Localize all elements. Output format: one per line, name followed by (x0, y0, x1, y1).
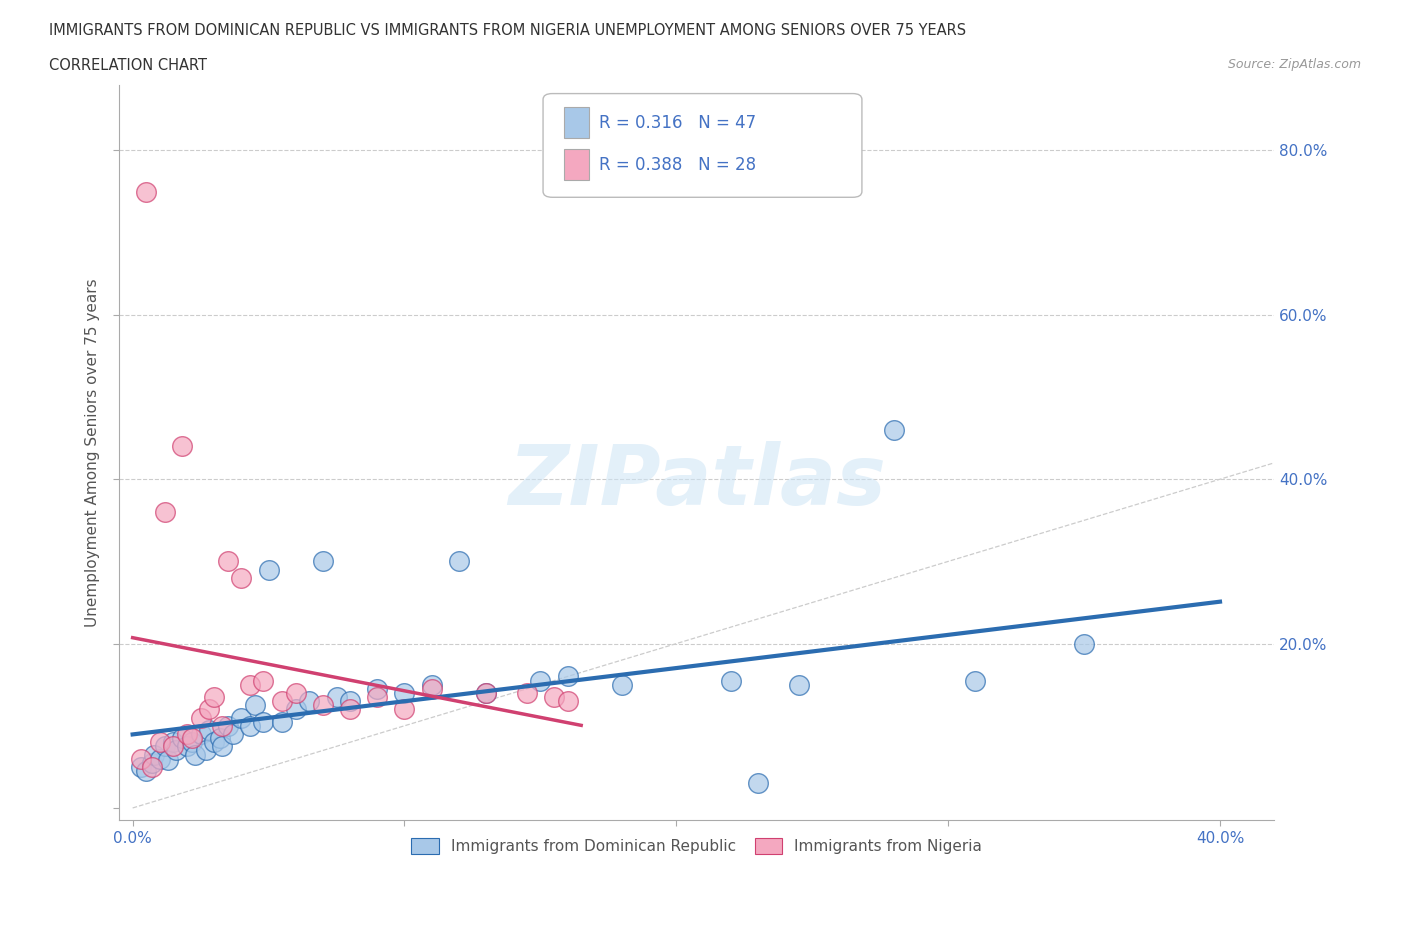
Point (271, 714, 294, 729)
Point (366, 682, 388, 697)
Text: IMMIGRANTS FROM DOMINICAN REPUBLIC VS IMMIGRANTS FROM NIGERIA UNEMPLOYMENT AMONG: IMMIGRANTS FROM DOMINICAN REPUBLIC VS IM… (49, 23, 966, 38)
Point (475, 685, 498, 700)
Point (222, 726, 245, 741)
Point (208, 731, 231, 746)
Point (529, 673, 551, 688)
Point (1073, 636, 1095, 651)
Point (394, 702, 416, 717)
Point (475, 685, 498, 700)
Point (149, 735, 172, 750)
Point (202, 689, 225, 704)
Point (271, 694, 294, 709)
Point (231, 711, 253, 725)
Point (557, 669, 579, 684)
Point (516, 685, 538, 700)
Point (366, 689, 388, 704)
Point (165, 743, 187, 758)
Point (325, 689, 347, 704)
Legend: Immigrants from Dominican Republic, Immigrants from Nigeria: Immigrants from Dominican Republic, Immi… (405, 832, 988, 860)
Point (141, 760, 163, 775)
Point (787, 677, 810, 692)
Point (217, 718, 239, 733)
Point (155, 505, 177, 520)
Point (420, 682, 443, 697)
Point (610, 677, 633, 692)
Point (252, 714, 274, 729)
Point (190, 711, 212, 725)
Point (181, 735, 204, 750)
Point (176, 726, 198, 741)
Text: R = 0.388   N = 28: R = 0.388 N = 28 (599, 156, 755, 174)
Point (143, 747, 166, 762)
Point (190, 726, 212, 741)
Point (238, 677, 260, 692)
Point (197, 702, 219, 717)
Point (162, 739, 184, 754)
Point (162, 735, 184, 750)
Point (176, 739, 198, 754)
Point (231, 570, 253, 585)
Point (170, 731, 193, 746)
Point (394, 685, 416, 700)
Point (211, 718, 233, 733)
Point (217, 554, 239, 569)
Point (184, 747, 207, 762)
Point (155, 739, 177, 754)
FancyBboxPatch shape (564, 150, 589, 180)
Point (197, 723, 219, 737)
Point (149, 751, 172, 766)
Point (181, 731, 204, 746)
Point (557, 694, 579, 709)
Point (420, 677, 443, 692)
Point (339, 694, 361, 709)
Point (156, 753, 179, 768)
Point (883, 422, 905, 437)
Point (543, 689, 565, 704)
Point (257, 563, 280, 578)
Point (747, 776, 769, 790)
Y-axis label: Unemployment Among Seniors over 75 years: Unemployment Among Seniors over 75 years (86, 278, 100, 627)
Point (141, 755, 163, 770)
Point (447, 554, 470, 569)
FancyBboxPatch shape (543, 94, 862, 197)
Point (284, 685, 307, 700)
Point (298, 694, 321, 709)
Point (238, 718, 260, 733)
Point (720, 673, 742, 688)
Text: ZIPatlas: ZIPatlas (508, 442, 886, 523)
Text: Source: ZipAtlas.com: Source: ZipAtlas.com (1227, 58, 1361, 71)
Point (312, 554, 335, 569)
Text: CORRELATION CHART: CORRELATION CHART (49, 58, 207, 73)
Point (339, 702, 361, 717)
Point (202, 735, 225, 750)
Point (965, 673, 987, 688)
Point (135, 764, 157, 778)
FancyBboxPatch shape (564, 107, 589, 138)
Point (195, 743, 218, 758)
Point (312, 698, 335, 712)
Point (252, 673, 274, 688)
Point (129, 760, 152, 775)
Point (243, 698, 266, 712)
Text: R = 0.316   N = 47: R = 0.316 N = 47 (599, 113, 755, 132)
Point (284, 702, 307, 717)
Point (211, 739, 233, 754)
Point (170, 439, 193, 454)
Point (135, 184, 157, 199)
Point (129, 751, 152, 766)
